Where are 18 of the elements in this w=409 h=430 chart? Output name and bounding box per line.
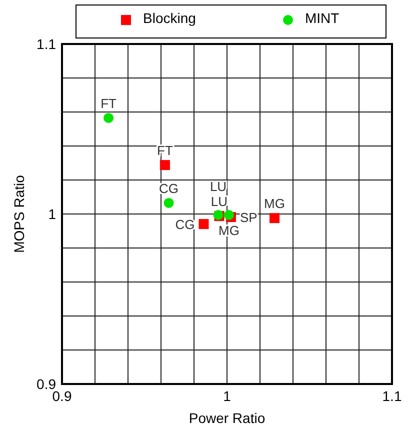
y-tick-label: 1.1 <box>36 36 56 52</box>
point <box>270 213 280 224</box>
y-tick-label: 1 <box>48 206 56 222</box>
data-label: MG <box>264 196 285 212</box>
x-tick-label: 1.1 <box>382 388 402 404</box>
data-label: FT <box>100 96 117 111</box>
point <box>198 219 209 230</box>
legend-label: MINT <box>305 10 340 26</box>
data-label: SP <box>240 210 258 226</box>
x-tick-label: 1 <box>223 388 232 404</box>
data-label: LU <box>210 179 227 194</box>
x-axis-title: Power Ratio <box>188 410 266 426</box>
legend-label: Blocking <box>143 10 196 26</box>
point <box>164 198 174 208</box>
data-label: LU <box>210 194 228 210</box>
y-axis-title: MOPS Ratio <box>11 174 27 253</box>
point <box>160 160 170 170</box>
point <box>104 112 114 123</box>
